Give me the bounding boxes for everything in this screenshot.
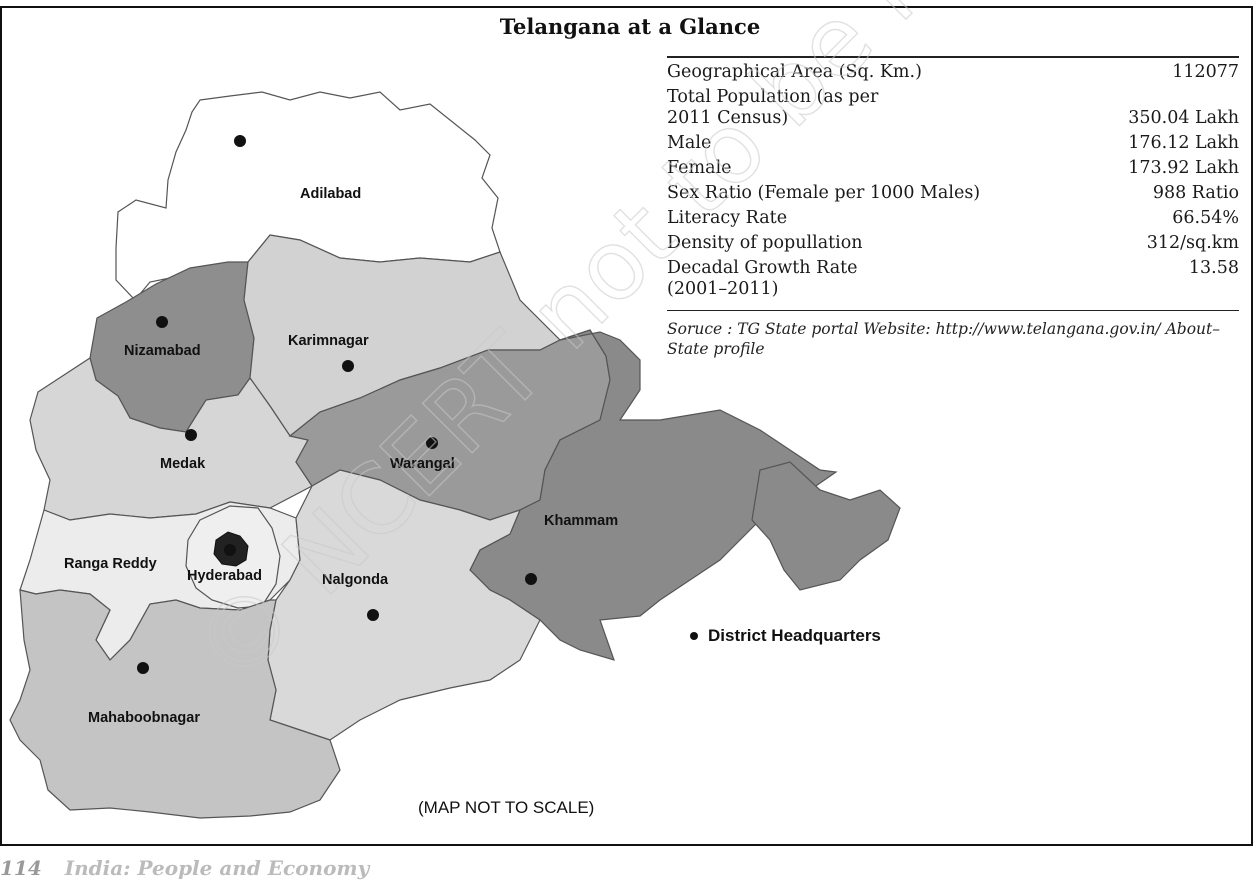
fact-row: Decadal Growth Rate (2001–2011) 13.58 — [667, 258, 1239, 300]
district-mahaboobnagar — [9, 589, 341, 819]
fact-row: Total Population (as per 2011 Census) 35… — [667, 87, 1239, 129]
label-khammam: Khammam — [544, 513, 618, 529]
district-khammam — [469, 329, 838, 661]
hq-dot-karimnagar — [342, 360, 354, 372]
fact-value: 312/sq.km — [1146, 233, 1239, 253]
fact-row: Density of popullation 312/sq.km — [667, 233, 1239, 254]
label-adilabad: Adilabad — [300, 186, 361, 202]
fact-row: Geographical Area (Sq. Km.) 112077 — [667, 62, 1239, 83]
fact-row: Female 173.92 Lakh — [667, 158, 1239, 179]
fact-label: Male — [667, 133, 712, 153]
table-bottom-rule — [667, 310, 1239, 311]
label-warangal: Warangal — [390, 456, 455, 472]
figure-title: Telangana at a Glance — [499, 14, 761, 39]
fact-value: 112077 — [1172, 62, 1239, 82]
label-nalgonda: Nalgonda — [322, 572, 389, 588]
label-nizamabad: Nizamabad — [124, 343, 201, 359]
fact-row: Male 176.12 Lakh — [667, 133, 1239, 154]
legend-label: District Headquarters — [708, 626, 881, 645]
hq-dot-mahaboobnagar — [137, 662, 149, 674]
fact-label: Decadal Growth Rate (2001–2011) — [667, 258, 858, 299]
hq-dot-hyderabad — [224, 544, 236, 556]
hq-dot-medak — [185, 429, 197, 441]
fact-value: 173.92 Lakh — [1128, 158, 1239, 178]
book-title: India: People and Economy — [64, 856, 370, 880]
fact-label: Female — [667, 158, 732, 178]
fact-label: Geographical Area (Sq. Km.) — [667, 62, 922, 82]
hq-dot-khammam — [525, 573, 537, 585]
hq-dot-nizamabad — [156, 316, 168, 328]
fact-label: Total Population (as per 2011 Census) — [667, 87, 879, 128]
fact-value: 13.58 — [1188, 258, 1239, 278]
label-mahaboobnagar: Mahaboobnagar — [88, 710, 200, 726]
fact-value: 988 Ratio — [1152, 183, 1239, 203]
label-karimnagar: Karimnagar — [288, 333, 369, 349]
page-footer: 114 India: People and Economy — [0, 856, 369, 880]
headquarters-dot-icon — [690, 632, 698, 640]
fact-value: 66.54% — [1172, 208, 1239, 228]
fact-label: Literacy Rate — [667, 208, 788, 228]
label-medak: Medak — [160, 456, 206, 472]
fact-value: 350.04 Lakh — [1128, 108, 1239, 128]
hq-dot-adilabad — [234, 135, 246, 147]
fact-row: Sex Ratio (Female per 1000 Males) 988 Ra… — [667, 183, 1239, 204]
label-hyderabad: Hyderabad — [187, 568, 262, 584]
fact-value: 176.12 Lakh — [1128, 133, 1239, 153]
facts-table: Geographical Area (Sq. Km.) 112077 Total… — [667, 56, 1239, 359]
fact-label: Density of popullation — [667, 233, 863, 253]
page-number: 114 — [0, 856, 42, 880]
district-khammam-east — [751, 461, 901, 591]
hq-dot-warangal — [426, 437, 438, 449]
map-legend: District Headquarters — [690, 626, 881, 646]
fact-row: Literacy Rate 66.54% — [667, 208, 1239, 229]
source-note: Soruce : TG State portal Website: http:/… — [667, 320, 1220, 358]
label-ranga-reddy: Ranga Reddy — [64, 556, 157, 572]
scale-note: (MAP NOT TO SCALE) — [418, 798, 595, 817]
fact-label: Sex Ratio (Female per 1000 Males) — [667, 183, 981, 203]
hq-dot-nalgonda — [367, 609, 379, 621]
